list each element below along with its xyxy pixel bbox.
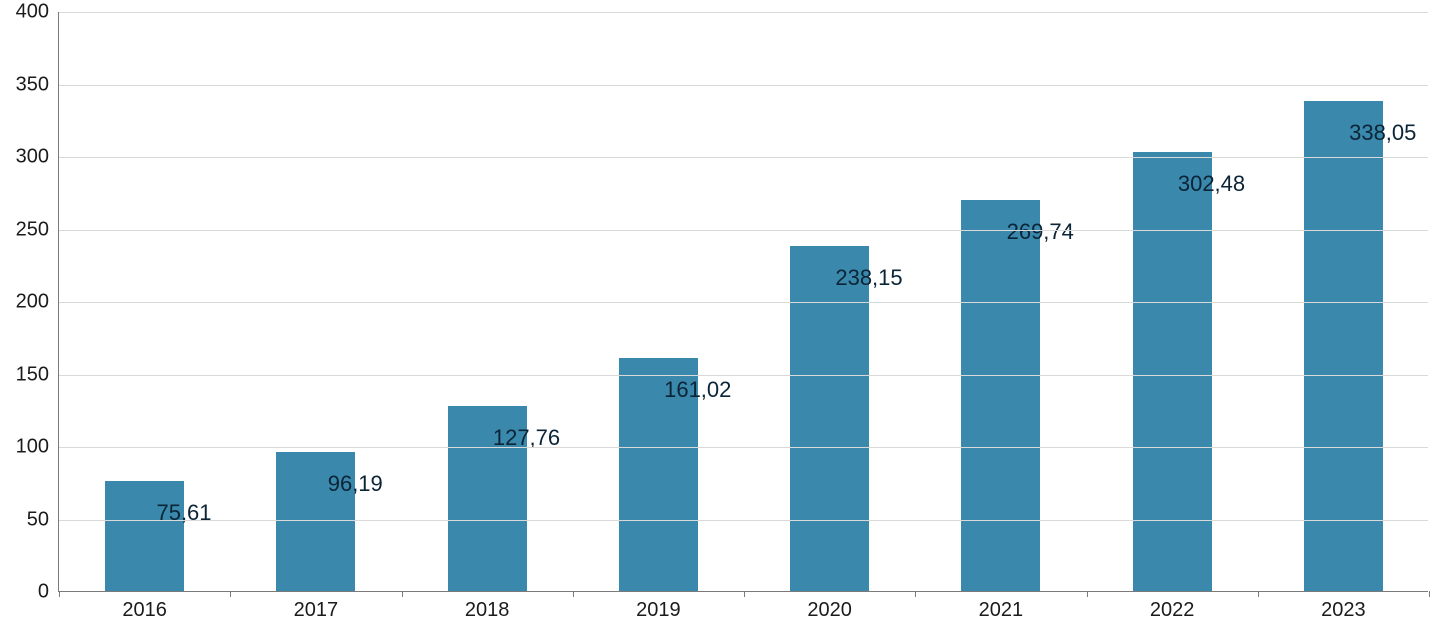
x-tick-label: 2016: [122, 591, 167, 622]
y-tick-label: 100: [16, 436, 59, 459]
gridline: [59, 157, 1428, 158]
bar-chart: 75,6196,19127,76161,02238,15269,74302,48…: [0, 0, 1440, 641]
y-tick-label: 300: [16, 146, 59, 169]
gridline: [59, 12, 1428, 13]
x-tick-mark: [744, 591, 745, 597]
gridline: [59, 302, 1428, 303]
y-tick-label: 0: [38, 581, 59, 604]
x-tick-mark: [59, 591, 60, 597]
x-tick-mark: [1429, 591, 1430, 597]
gridline: [59, 85, 1428, 86]
bar-value-label: 302,48: [1178, 171, 1245, 197]
x-tick-mark: [915, 591, 916, 597]
x-tick-label: 2019: [636, 591, 681, 622]
y-tick-label: 150: [16, 363, 59, 386]
gridline: [59, 375, 1428, 376]
x-tick-mark: [573, 591, 574, 597]
bar-value-label: 161,02: [664, 377, 731, 403]
x-tick-mark: [230, 591, 231, 597]
x-tick-label: 2021: [979, 591, 1024, 622]
gridline: [59, 230, 1428, 231]
bar-value-label: 96,19: [328, 471, 383, 497]
y-tick-label: 400: [16, 1, 59, 24]
bar: [961, 200, 1040, 591]
gridline: [59, 520, 1428, 521]
bar-value-label: 269,74: [1007, 219, 1074, 245]
gridline: [59, 447, 1428, 448]
x-tick-label: 2020: [807, 591, 852, 622]
x-tick-mark: [402, 591, 403, 597]
bar: [790, 246, 869, 591]
bar: [105, 481, 184, 591]
bar: [1133, 152, 1212, 591]
x-tick-mark: [1087, 591, 1088, 597]
plot-area: 75,6196,19127,76161,02238,15269,74302,48…: [58, 12, 1428, 592]
y-tick-label: 350: [16, 73, 59, 96]
bar-value-label: 75,61: [156, 500, 211, 526]
y-tick-label: 200: [16, 291, 59, 314]
x-tick-label: 2023: [1321, 591, 1366, 622]
bar-value-label: 338,05: [1349, 120, 1416, 146]
x-tick-label: 2018: [465, 591, 510, 622]
x-tick-mark: [1258, 591, 1259, 597]
bar: [1304, 101, 1383, 591]
x-tick-label: 2022: [1150, 591, 1195, 622]
y-tick-label: 50: [27, 508, 59, 531]
x-tick-label: 2017: [294, 591, 339, 622]
bar-value-label: 238,15: [835, 265, 902, 291]
y-tick-label: 250: [16, 218, 59, 241]
